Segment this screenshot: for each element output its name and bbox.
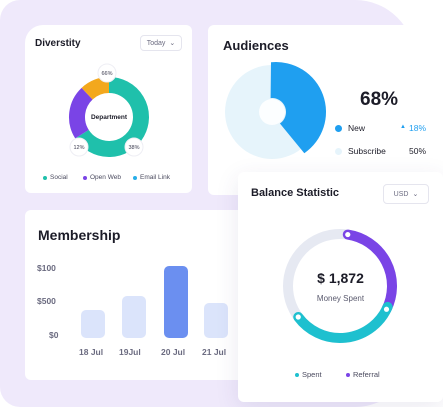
legend-dot [43,175,47,180]
audiences-row-subscribe: Subscribe 50% [335,146,431,158]
legend-label-open-web: Open Web [90,174,121,181]
legend-dot [295,372,299,377]
segment-label: 38% [128,145,139,151]
new-label: New [348,123,366,133]
new-value: 18% [409,123,427,133]
segment-label-badge [69,137,89,157]
audiences-title: Audiences [223,38,289,53]
donut-segment [75,77,149,157]
legend-open-web: Open Web [83,174,121,181]
balance-amount-label: Money Spent [316,294,365,303]
diversity-period-dropdown[interactable]: Today ⌄ [140,35,182,51]
balance-arc-chart [283,229,397,343]
diversity-card: Diverstity Today ⌄ 66% 38% 12% Department S… [25,25,192,193]
membership-title: Membership [38,227,121,243]
legend-dot [83,175,87,180]
x-tick: 21 Jul [202,347,227,357]
legend-dot [346,372,350,377]
subscribe-dot [335,148,342,155]
currency-dropdown[interactable]: USD ⌄ [383,184,429,204]
y-tick: $500 [37,296,56,306]
trend-up-icon: ▲ [400,124,406,130]
legend-dot [133,175,137,180]
legend-social: Social [43,174,68,181]
subscribe-value: 50% [409,146,427,156]
arc-handle [383,306,390,312]
y-tick: $0 [49,330,59,340]
diversity-donut-chart: 66% 38% 12% Department [69,63,149,157]
diversity-period-label: Today [146,39,166,47]
membership-card: Membership $100 $500 $0 18 Jul 19Jul 20 … [25,210,265,380]
spent-arc [293,301,393,343]
referral-arc [342,229,397,315]
chevron-down-icon: ⌄ [169,40,176,47]
arc-handle [295,314,301,320]
segment-label: 12% [73,145,84,151]
segment-label-badge [97,63,117,83]
balance-statistic-card: Balance Statistic USD ⌄ $ 1,872 Money Sp… [238,172,443,402]
balance-amount: $ 1,872 [317,270,364,286]
audiences-card: Audiences 68% New ▲ 18% Subscribe 50% [208,25,443,195]
diversity-title: Diverstity [35,38,81,49]
audience-donut-hole [259,99,285,125]
legend-email-link: Email Link [133,174,170,181]
arc-handle [345,231,351,238]
new-dot [335,125,342,132]
legend-label-email-link: Email Link [140,174,170,181]
x-tick: 20 Jul [161,347,186,357]
segment-label: 66% [101,71,112,77]
segment-label-badge [124,137,144,157]
donut-segment [81,77,110,100]
membership-bar[interactable] [122,296,146,338]
legend-label-social: Social [50,174,68,181]
membership-bar[interactable] [204,303,228,338]
y-tick: $100 [37,263,56,273]
audiences-donut-chart [225,62,326,159]
balance-title: Balance Statistic [251,187,340,199]
subscribe-label: Subscribe [348,146,386,156]
membership-bar[interactable] [81,310,105,338]
membership-bar[interactable] [164,266,188,338]
legend-spent: Spent [295,370,322,379]
donut-segment [69,87,93,139]
audiences-row-new: New ▲ 18% [335,123,431,135]
currency-label: USD [393,190,409,198]
donut-center-label: Department [91,114,128,121]
x-tick: 18 Jul [79,347,104,357]
legend-label-spent: Spent [302,370,322,379]
legend-label-referral: Referral [353,370,380,379]
x-tick: 19Jul [119,347,141,357]
audiences-percent: 68% [360,89,399,110]
legend-referral: Referral [346,370,380,379]
chevron-down-icon: ⌄ [412,191,419,198]
audience-donut-segment [270,62,326,154]
